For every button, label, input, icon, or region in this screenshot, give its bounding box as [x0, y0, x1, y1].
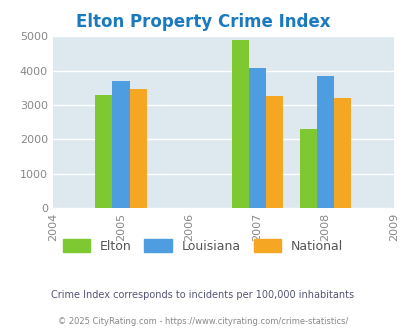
Bar — [95, 95, 112, 208]
Bar — [316, 77, 333, 208]
Legend: Elton, Louisiana, National: Elton, Louisiana, National — [58, 234, 347, 258]
Bar — [265, 96, 282, 208]
Bar — [112, 81, 129, 208]
Bar — [129, 89, 146, 208]
Bar — [299, 129, 316, 208]
Bar — [231, 40, 248, 208]
Bar — [248, 68, 265, 208]
Bar — [333, 98, 350, 208]
Text: Elton Property Crime Index: Elton Property Crime Index — [76, 13, 329, 31]
Text: Crime Index corresponds to incidents per 100,000 inhabitants: Crime Index corresponds to incidents per… — [51, 290, 354, 300]
Text: © 2025 CityRating.com - https://www.cityrating.com/crime-statistics/: © 2025 CityRating.com - https://www.city… — [58, 317, 347, 326]
